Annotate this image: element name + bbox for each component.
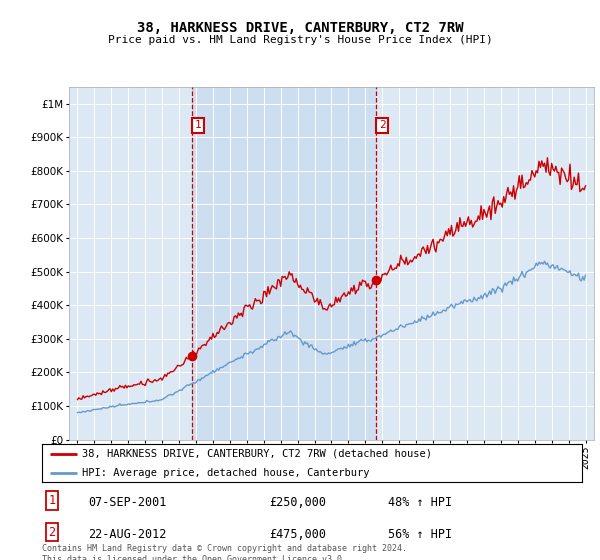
Text: £250,000: £250,000: [269, 496, 326, 508]
Bar: [192, 87, 376, 440]
Text: 56% ↑ HPI: 56% ↑ HPI: [388, 528, 452, 540]
Text: £475,000: £475,000: [269, 528, 326, 540]
Text: Contains HM Land Registry data © Crown copyright and database right 2024.
This d: Contains HM Land Registry data © Crown c…: [42, 544, 407, 560]
Text: 48% ↑ HPI: 48% ↑ HPI: [388, 496, 452, 508]
Text: 22-AUG-2012: 22-AUG-2012: [88, 528, 166, 540]
Text: 1: 1: [49, 494, 56, 507]
Text: 38, HARKNESS DRIVE, CANTERBURY, CT2 7RW (detached house): 38, HARKNESS DRIVE, CANTERBURY, CT2 7RW …: [83, 449, 433, 459]
Text: 2: 2: [379, 120, 385, 130]
Text: Price paid vs. HM Land Registry's House Price Index (HPI): Price paid vs. HM Land Registry's House …: [107, 35, 493, 45]
Text: HPI: Average price, detached house, Canterbury: HPI: Average price, detached house, Cant…: [83, 468, 370, 478]
Text: 38, HARKNESS DRIVE, CANTERBURY, CT2 7RW: 38, HARKNESS DRIVE, CANTERBURY, CT2 7RW: [137, 21, 463, 35]
Text: 1: 1: [194, 120, 201, 130]
Text: 07-SEP-2001: 07-SEP-2001: [88, 496, 166, 508]
Text: 2: 2: [49, 526, 56, 539]
